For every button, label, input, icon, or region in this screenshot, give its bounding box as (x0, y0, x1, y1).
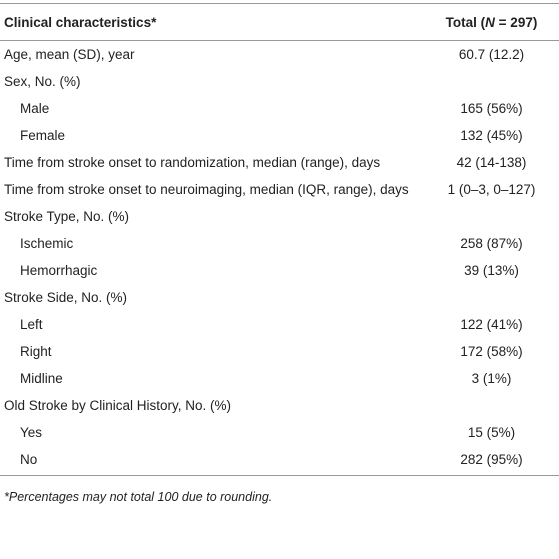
row: Time from stroke onset to randomization,… (0, 149, 559, 176)
row-label: Hemorrhagic (20, 263, 98, 278)
header-total-part: = 297) (494, 15, 538, 30)
sub-row: Midline 3 (1%) (0, 365, 559, 392)
row-label: Left (20, 317, 43, 332)
row-value: 172 (58%) (460, 344, 523, 359)
row-label: Midline (20, 371, 63, 386)
row-label: Time from stroke onset to randomization,… (4, 155, 381, 170)
page: Clinical characteristics* Total (N = 297… (0, 3, 559, 559)
sub-row: Female 132 (45%) (0, 122, 559, 149)
row-value-empty (424, 203, 559, 230)
row-label: Stroke Type, No. (%) (4, 209, 130, 224)
row-value: 39 (13%) (464, 263, 519, 278)
row-label: Female (20, 128, 66, 143)
table-body: Age, mean (SD), year 60.7 (12.2) Sex, No. … (0, 41, 559, 476)
table-header: Clinical characteristics* Total (N = 297… (0, 3, 559, 41)
sub-row: Right 172 (58%) (0, 338, 559, 365)
sub-row: Ischemic 258 (87%) (0, 230, 559, 257)
row-label: Age, mean (SD), year (4, 47, 135, 62)
row-value-empty (424, 392, 559, 419)
row: Stroke Side, No. (%) (0, 284, 559, 311)
row-label: Stroke Side, No. (%) (4, 290, 128, 305)
row: Sex, No. (%) (0, 68, 559, 95)
header-total: Total (N = 297) (424, 3, 559, 41)
sub-row: Hemorrhagic 39 (13%) (0, 257, 559, 284)
row-value-empty (424, 284, 559, 311)
row-label: Old Stroke by Clinical History, No. (%) (4, 398, 232, 413)
row-value: 122 (41%) (460, 317, 523, 332)
row-value: 258 (87%) (460, 236, 523, 251)
row-value: 60.7 (12.2) (458, 47, 525, 62)
row: Time from stroke onset to neuroimaging, … (0, 176, 559, 203)
row-label: Sex, No. (%) (4, 74, 81, 89)
row-label: Right (20, 344, 52, 359)
header-total-part: Total ( (445, 15, 486, 30)
row: Stroke Type, No. (%) (0, 203, 559, 230)
data-table: Clinical characteristics* Total (N = 297… (0, 3, 559, 476)
row-label: Male (20, 101, 50, 116)
sub-row: Yes 15 (5%) (0, 419, 559, 446)
sub-row: Left 122 (41%) (0, 311, 559, 338)
row-label: Ischemic (20, 236, 74, 251)
sub-row: No 282 (95%) (0, 446, 559, 476)
header-total-n: N (485, 15, 495, 30)
row-label: Yes (20, 425, 43, 440)
row: Age, mean (SD), year 60.7 (12.2) (0, 41, 559, 69)
row-value: 3 (1%) (471, 371, 512, 386)
row-label: No (0, 446, 424, 476)
row-value: 282 (95%) (424, 446, 559, 476)
header-label: Clinical characteristics* (0, 3, 424, 41)
row-value-empty (424, 68, 559, 95)
footnote: *Percentages may not total 100 due to ro… (4, 490, 273, 504)
row-value: 15 (5%) (467, 425, 516, 440)
row-value: 42 (14-138) (456, 155, 527, 170)
sub-row: Male 165 (56%) (0, 95, 559, 122)
row-value: 165 (56%) (460, 101, 523, 116)
row-label: Time from stroke onset to neuroimaging, … (4, 182, 409, 197)
row-value: 1 (0–3, 0–127) (447, 182, 536, 197)
row-value: 132 (45%) (460, 128, 523, 143)
header-row: Clinical characteristics* Total (N = 297… (0, 3, 559, 41)
row: Old Stroke by Clinical History, No. (%) (0, 392, 559, 419)
